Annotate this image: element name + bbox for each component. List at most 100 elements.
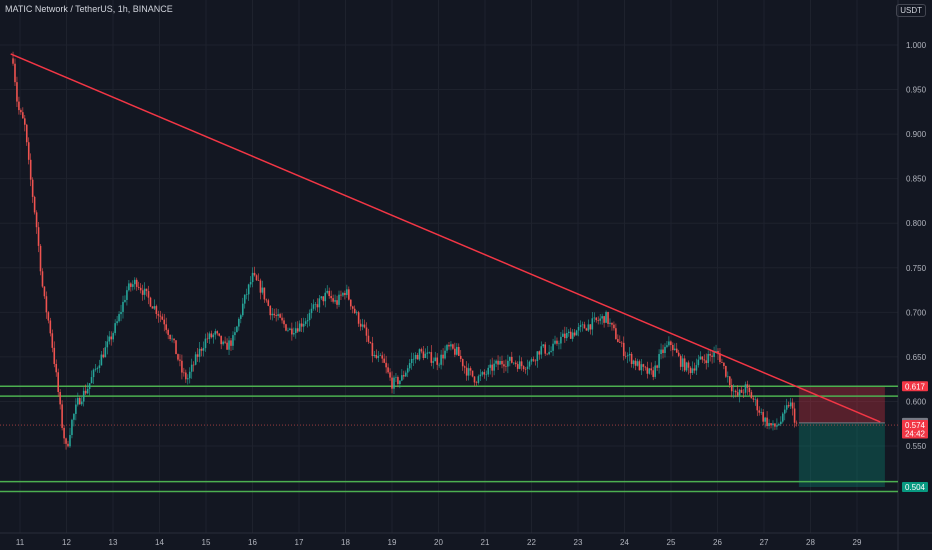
x-tick-label: 25 bbox=[667, 538, 676, 547]
candle-body bbox=[61, 404, 63, 428]
candle-body bbox=[243, 294, 246, 304]
candle-body bbox=[149, 297, 152, 307]
candle-body bbox=[577, 326, 580, 331]
candle-body bbox=[752, 398, 755, 400]
candle-body bbox=[675, 348, 678, 353]
candle-body bbox=[662, 349, 664, 353]
candle-body bbox=[353, 308, 356, 314]
y-tick-label: 0.750 bbox=[906, 264, 927, 273]
candle-body bbox=[141, 290, 144, 295]
candle-body bbox=[734, 390, 737, 393]
candle-body bbox=[611, 322, 613, 325]
candle-body bbox=[304, 321, 307, 324]
candle-body bbox=[750, 392, 753, 399]
candle-body bbox=[33, 196, 36, 213]
candle-body bbox=[145, 288, 148, 292]
candle-body bbox=[505, 366, 507, 367]
price-axis[interactable] bbox=[898, 0, 932, 550]
candle-body bbox=[37, 227, 40, 246]
candle-body bbox=[491, 364, 493, 371]
candle-body bbox=[648, 368, 651, 374]
y-tick-label: 0.900 bbox=[906, 130, 927, 139]
candle-body bbox=[275, 315, 277, 316]
candle-body bbox=[194, 354, 197, 365]
candle-body bbox=[318, 298, 321, 308]
candle-body bbox=[363, 324, 366, 328]
candle-body bbox=[289, 328, 291, 331]
candle-body bbox=[436, 357, 438, 365]
stop-zone[interactable] bbox=[798, 386, 885, 423]
candle-body bbox=[650, 368, 653, 371]
candle-body bbox=[324, 292, 327, 302]
candle-body bbox=[202, 348, 205, 351]
candle-body bbox=[677, 352, 680, 356]
candle-body bbox=[69, 435, 71, 447]
candle-body bbox=[412, 358, 415, 360]
candle-body bbox=[774, 423, 776, 427]
y-tick-label: 0.950 bbox=[906, 86, 927, 95]
candle-body bbox=[607, 311, 609, 324]
candle-body bbox=[689, 367, 692, 374]
candle-body bbox=[595, 317, 598, 321]
x-tick-label: 11 bbox=[16, 538, 25, 547]
candle-body bbox=[320, 296, 323, 299]
candle-body bbox=[130, 283, 132, 287]
candle-body bbox=[27, 142, 30, 160]
candle-body bbox=[615, 328, 617, 340]
candle-body bbox=[88, 383, 91, 389]
y-tick-label: 0.550 bbox=[906, 442, 927, 451]
candle-body bbox=[118, 314, 120, 322]
candle-body bbox=[263, 287, 266, 300]
candle-body bbox=[558, 343, 560, 345]
candle-body bbox=[344, 292, 346, 296]
candle-body bbox=[279, 314, 281, 318]
candle-body bbox=[143, 288, 146, 295]
candle-body bbox=[316, 304, 319, 308]
candle-body bbox=[520, 361, 523, 367]
target-zone[interactable] bbox=[798, 422, 885, 487]
candle-body bbox=[778, 424, 780, 426]
currency-badge[interactable]: USDT bbox=[896, 4, 926, 17]
candle-body bbox=[668, 341, 670, 346]
candle-body bbox=[296, 328, 299, 332]
trendline[interactable] bbox=[10, 53, 881, 423]
candle-body bbox=[322, 296, 325, 302]
candle-body bbox=[516, 364, 519, 369]
candle-body bbox=[186, 378, 189, 380]
candle-body bbox=[240, 315, 242, 319]
candle-body bbox=[420, 349, 423, 352]
candle-body bbox=[22, 112, 24, 119]
candle-body bbox=[444, 350, 446, 359]
candle-body bbox=[300, 323, 303, 327]
candle-body bbox=[793, 408, 796, 423]
plot-area[interactable] bbox=[0, 0, 898, 533]
candle-body bbox=[165, 324, 167, 330]
candle-body bbox=[776, 425, 778, 427]
candle-body bbox=[428, 352, 431, 353]
candle-body bbox=[373, 354, 376, 357]
candle-body bbox=[711, 355, 713, 357]
candle-body bbox=[442, 354, 444, 359]
candle-body bbox=[626, 355, 629, 357]
candle-body bbox=[128, 283, 130, 291]
candle-body bbox=[730, 385, 733, 392]
candle-body bbox=[369, 341, 372, 344]
candle-body bbox=[719, 353, 721, 362]
candle-body bbox=[475, 382, 478, 384]
candle-body bbox=[133, 279, 136, 285]
candle-body bbox=[550, 350, 552, 352]
candle-body bbox=[450, 344, 452, 347]
candle-body bbox=[540, 346, 543, 355]
candle-body bbox=[269, 305, 272, 316]
candle-body bbox=[473, 376, 476, 383]
price-label-box bbox=[902, 381, 928, 392]
candle-body bbox=[265, 299, 268, 301]
candle-body bbox=[259, 280, 262, 293]
candle-body bbox=[77, 398, 79, 405]
candle-body bbox=[707, 353, 709, 364]
candle-body bbox=[477, 376, 480, 383]
candle-body bbox=[556, 340, 558, 344]
candle-body bbox=[188, 371, 191, 379]
candle-body bbox=[499, 361, 501, 365]
